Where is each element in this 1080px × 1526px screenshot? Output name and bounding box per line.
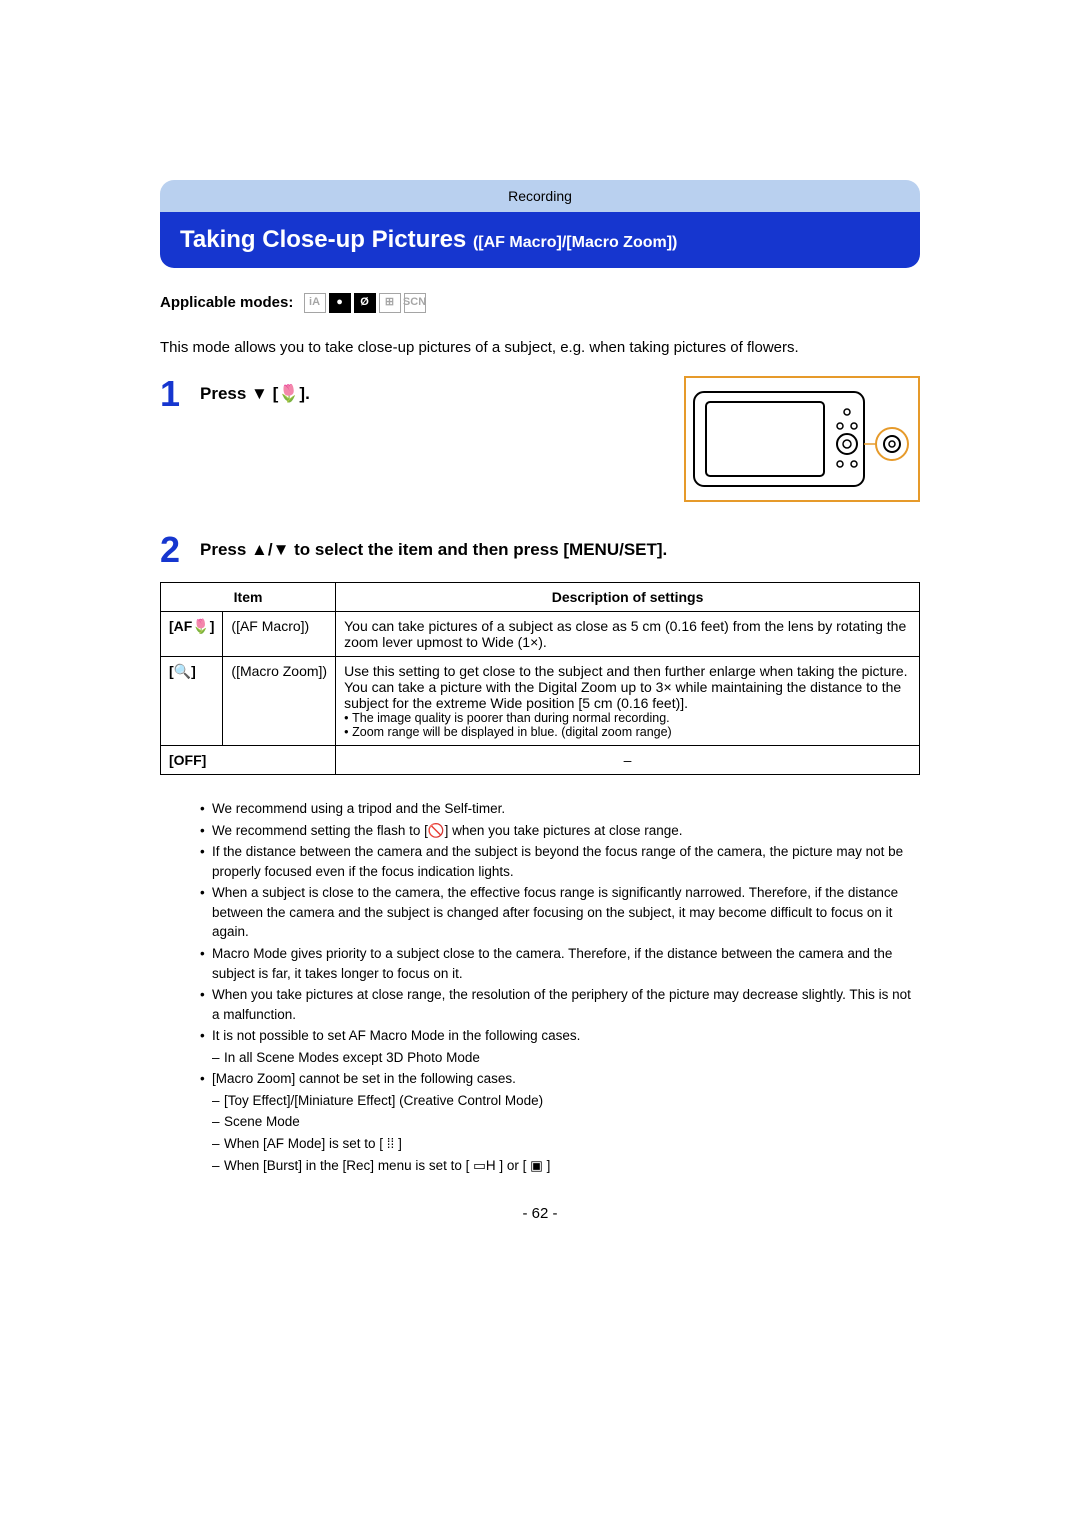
mode-icon: SCN [404,293,426,313]
item-desc-cell: You can take pictures of a subject as cl… [336,612,920,657]
item-icon-cell: [🔍] [161,657,223,746]
table-row: [🔍]([Macro Zoom])Use this setting to get… [161,657,920,746]
step-number-2: 2 [160,532,186,568]
mode-icon: ● [329,293,351,313]
note-item: [Macro Zoom] cannot be set in the follow… [200,1069,920,1089]
applicable-modes-row: Applicable modes: iA●Ø⊞SCN [160,292,920,313]
table-header-row: Item Description of settings [161,583,920,612]
page-number: - 62 - [160,1205,920,1222]
note-item: [Toy Effect]/[Miniature Effect] (Creativ… [200,1091,920,1111]
note-item: In all Scene Modes except 3D Photo Mode [200,1048,920,1068]
mode-icon: Ø [354,293,376,313]
step-1-text: Press ▼ [🌷]. [200,376,310,404]
note-item: Scene Mode [200,1112,920,1132]
item-name-cell: ([Macro Zoom]) [223,657,336,746]
applicable-label: Applicable modes: [160,294,293,311]
title-main: Taking Close-up Pictures [180,226,466,253]
th-desc: Description of settings [336,583,920,612]
mode-icon: ⊞ [379,293,401,313]
note-item: When a subject is close to the camera, t… [200,883,920,942]
step-number-1: 1 [160,376,186,412]
step-1: 1 Press ▼ [🌷]. [160,376,920,502]
step-2-text: Press ▲/▼ to select the item and then pr… [200,532,667,560]
notes-list: We recommend using a tripod and the Self… [160,799,920,1175]
mode-icon: iA [304,293,326,313]
mode-icons: iA●Ø⊞SCN [304,293,426,313]
camera-illustration [684,376,920,502]
item-desc-cell: – [336,746,920,775]
note-item: When [AF Mode] is set to [ ⁞⁞ ] [200,1134,920,1154]
step-2: 2 Press ▲/▼ to select the item and then … [160,532,920,568]
item-icon-cell: [OFF] [161,746,336,775]
note-item: It is not possible to set AF Macro Mode … [200,1026,920,1046]
table-row: [OFF]– [161,746,920,775]
page-title-bar: Taking Close-up Pictures ([AF Macro]/[Ma… [160,212,920,268]
note-item: We recommend using a tripod and the Self… [200,799,920,819]
breadcrumb-text: Recording [508,188,572,204]
note-item: We recommend setting the flash to [🚫] wh… [200,821,920,841]
th-item: Item [161,583,336,612]
title-sub: ([AF Macro]/[Macro Zoom]) [473,234,677,251]
note-item: When you take pictures at close range, t… [200,985,920,1024]
intro-text: This mode allows you to take close-up pi… [160,337,920,358]
table-row: [AF🌷]([AF Macro])You can take pictures o… [161,612,920,657]
item-desc-cell: Use this setting to get close to the sub… [336,657,920,746]
item-name-cell: ([AF Macro]) [223,612,336,657]
manual-page: Recording Taking Close-up Pictures ([AF … [0,0,1080,1302]
note-item: If the distance between the camera and t… [200,842,920,881]
note-item: When [Burst] in the [Rec] menu is set to… [200,1156,920,1176]
breadcrumb-bar: Recording [160,180,920,212]
settings-table: Item Description of settings [AF🌷]([AF M… [160,582,920,775]
note-item: Macro Mode gives priority to a subject c… [200,944,920,983]
item-icon-cell: [AF🌷] [161,612,223,657]
